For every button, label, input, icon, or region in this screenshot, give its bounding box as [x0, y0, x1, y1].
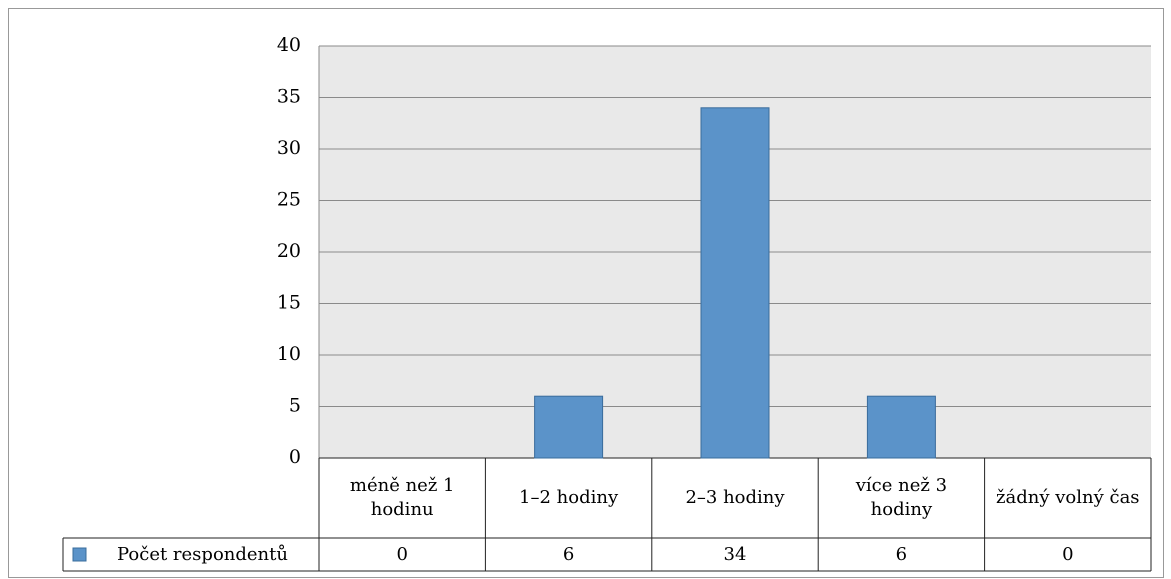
y-tick-label: 0	[289, 446, 301, 468]
x-tick-label: méně než 1 hodinu	[349, 475, 455, 520]
y-tick-label: 35	[277, 86, 301, 108]
data-table-value: 0	[1062, 543, 1074, 565]
bar	[866, 395, 936, 459]
x-tick-label: více než 3 hodiny	[855, 475, 948, 520]
y-tick-label: 20	[277, 240, 301, 262]
x-tick-label: 2–3 hodiny	[685, 487, 785, 508]
y-tick-label: 30	[277, 137, 301, 159]
x-tick-label: žádný volný čas	[996, 487, 1140, 508]
chart-frame	[8, 8, 1164, 578]
y-tick-label: 10	[277, 343, 301, 365]
y-tick-label: 25	[277, 189, 301, 211]
data-table-value: 6	[895, 543, 908, 565]
bar	[534, 395, 604, 459]
y-tick-label: 5	[289, 395, 301, 417]
y-tick-label: 15	[277, 292, 301, 314]
y-tick-label: 40	[277, 34, 301, 56]
data-table-value: 34	[723, 543, 747, 565]
data-table-value: 0	[396, 543, 408, 565]
legend-key	[72, 547, 87, 562]
x-tick-label: 1–2 hodiny	[519, 487, 619, 508]
bar	[700, 107, 770, 459]
legend-label: Počet respondentů	[117, 543, 288, 565]
data-table-value: 6	[562, 543, 575, 565]
